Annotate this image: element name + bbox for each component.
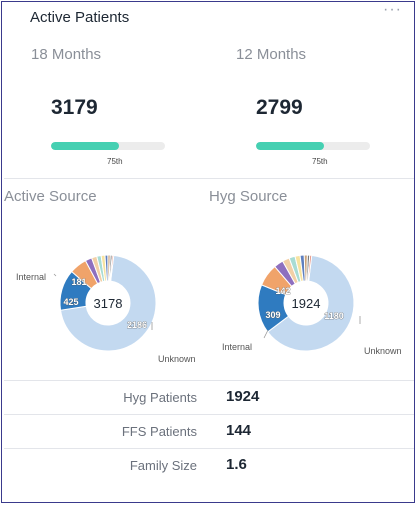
more-dots-icon[interactable]: ··· — [383, 1, 402, 18]
donut-slice[interactable] — [307, 254, 313, 282]
slice-value-label: 142 — [275, 286, 290, 296]
progress-fill — [51, 142, 120, 150]
kpi-value: 2799 — [256, 96, 303, 119]
donut-annotation: Internal — [222, 342, 252, 352]
progress-track — [51, 142, 165, 150]
kpi-label: 12 Months — [236, 46, 307, 63]
donut-annotation: Unknown — [364, 346, 402, 356]
stat-label: FFS Patients — [121, 424, 197, 439]
donut-center-total: 3178 — [94, 296, 123, 311]
leader-line — [53, 273, 57, 277]
kpi-18-months: 18 Months 3179 75th — [31, 46, 211, 166]
slice-value-label: 2186 — [127, 320, 147, 330]
divider — [4, 414, 414, 415]
kpi-12-months: 12 Months 2799 75th — [236, 46, 416, 166]
donut-annotation: Internal — [16, 272, 46, 282]
percentile-label: 75th — [107, 157, 123, 166]
stat-row-family-size: Family Size 1.6 — [4, 449, 414, 482]
slice-value-label: 309 — [265, 310, 280, 320]
slice-value-label: 425 — [63, 297, 78, 307]
hyg-source-title: Hyg Source — [209, 188, 288, 205]
active-source-donut: 2186 425 181 3178 Internal Unknown — [16, 254, 196, 364]
progress-fill — [256, 142, 325, 150]
divider — [4, 448, 414, 449]
donut-slice[interactable] — [109, 254, 115, 282]
stat-row-hyg-patients: Hyg Patients 1924 — [4, 381, 414, 414]
donut-annotation: Unknown — [158, 354, 196, 364]
donut-slice[interactable] — [59, 254, 157, 352]
slice-value-label: 1180 — [324, 311, 344, 321]
stat-value: 144 — [226, 422, 252, 439]
kpi-label: 18 Months — [31, 46, 102, 63]
slice-value-label: 181 — [71, 277, 86, 287]
progress-track — [256, 142, 370, 150]
widget-title: Active Patients — [30, 9, 130, 26]
stat-value: 1924 — [226, 388, 260, 405]
stat-label: Hyg Patients — [123, 390, 197, 405]
active-source-title: Active Source — [4, 188, 97, 205]
kpi-value: 3179 — [51, 96, 98, 119]
percentile-label: 75th — [312, 157, 328, 166]
donut-slice[interactable] — [266, 254, 355, 352]
divider — [4, 178, 414, 179]
divider — [4, 380, 414, 381]
stat-label: Family Size — [129, 458, 197, 473]
stat-row-ffs-patients: FFS Patients 144 — [4, 415, 414, 448]
leader-line — [263, 329, 269, 339]
stat-value: 1.6 — [226, 456, 247, 473]
donut-center-total: 1924 — [292, 296, 321, 311]
